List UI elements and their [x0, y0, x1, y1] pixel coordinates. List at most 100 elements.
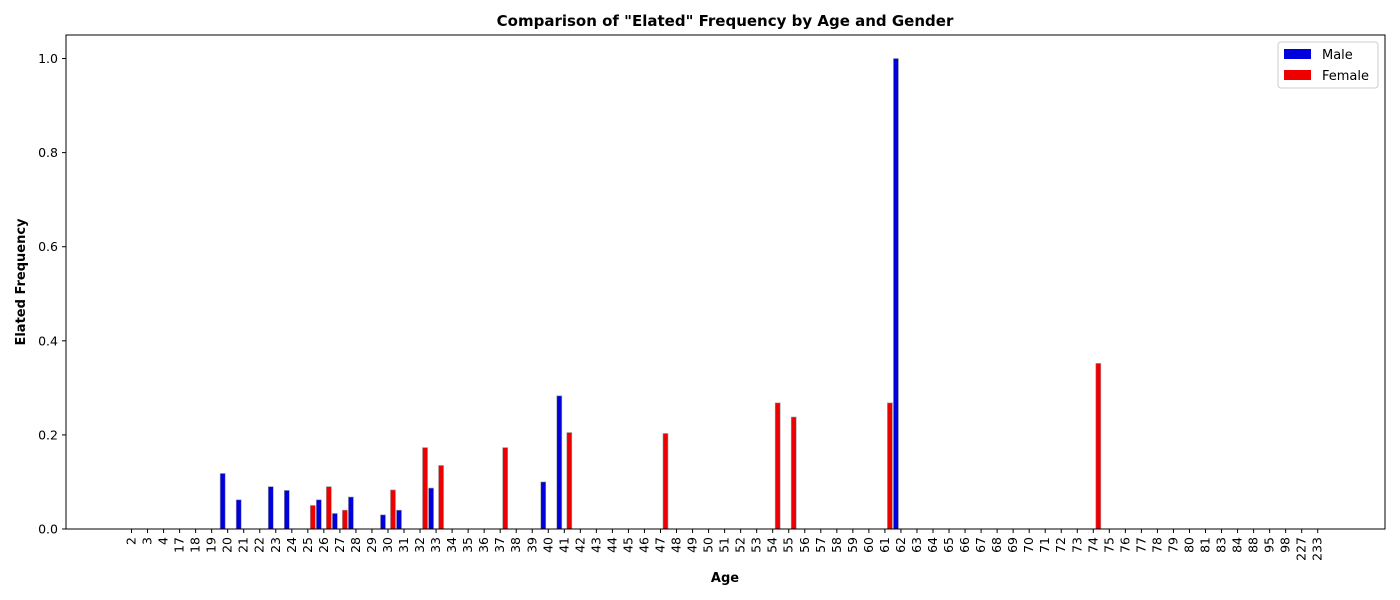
x-tick-label: 44: [604, 537, 619, 553]
x-tick-label: 4: [156, 537, 171, 545]
bar-female-55: [790, 416, 797, 530]
x-tick-label: 33: [428, 537, 443, 553]
x-tick-label: 55: [781, 537, 796, 553]
x-tick-label: 42: [572, 537, 587, 553]
x-tick-label: 227: [1294, 537, 1309, 561]
x-tick-label: 62: [893, 537, 908, 553]
y-tick-label: 0.2: [38, 427, 58, 442]
x-tick-label: 28: [348, 537, 363, 553]
bar-female-25: [310, 505, 316, 530]
x-tick-label: 39: [524, 537, 539, 553]
x-tick-label: 23: [268, 537, 283, 553]
bar-male-30: [380, 514, 386, 530]
legend: Male Female: [1277, 41, 1379, 89]
x-tick-label: 79: [1165, 537, 1180, 553]
x-tick-label: 46: [636, 537, 651, 553]
legend-swatch-male: [1284, 49, 1311, 59]
x-tick-label: 64: [925, 537, 940, 553]
x-tick-label: 27: [332, 537, 347, 553]
x-tick-label: 56: [797, 537, 812, 553]
x-tick-label: 53: [749, 537, 764, 553]
bar-female-41: [566, 432, 573, 530]
x-tick-label: 72: [1053, 537, 1068, 553]
bar-male-26: [316, 499, 322, 530]
x-tick-label: 81: [1198, 537, 1213, 553]
x-tick-label: 68: [989, 537, 1004, 553]
bar-female-27: [342, 509, 348, 530]
x-tick-label: 26: [316, 537, 331, 553]
bar-female-37: [502, 447, 508, 530]
x-tick-label: 84: [1230, 537, 1245, 553]
x-tick-label: 38: [508, 537, 523, 553]
x-tick-label: 74: [1085, 537, 1100, 553]
x-tick-label: 83: [1214, 537, 1229, 553]
x-tick-label: 43: [588, 537, 603, 553]
x-tick-label: 52: [733, 537, 748, 553]
legend-label-male: Male: [1322, 48, 1353, 63]
x-tick-label: 24: [284, 537, 299, 553]
x-tick-label: 40: [540, 537, 555, 553]
x-tick-label: 71: [1037, 537, 1052, 553]
x-tick-label: 54: [765, 537, 780, 553]
legend-label-female: Female: [1322, 69, 1369, 84]
y-tick-label: 0.6: [38, 239, 58, 254]
bar-male-21: [235, 499, 242, 530]
plot-frame: [65, 34, 1386, 530]
x-tick-label: 45: [620, 537, 635, 553]
bar-male-40: [540, 481, 547, 530]
x-tick-label: 233: [1310, 537, 1325, 561]
x-tick-label: 19: [204, 537, 219, 553]
x-tick-label: 70: [1021, 537, 1036, 553]
x-tick-label: 49: [685, 537, 700, 553]
bar-male-41: [556, 395, 563, 530]
x-tick-label: 60: [861, 537, 876, 553]
x-tick-label: 57: [813, 537, 828, 553]
x-tick-label: 50: [701, 537, 716, 553]
x-tick-label: 73: [1069, 537, 1084, 553]
x-tick-label: 21: [236, 537, 251, 553]
x-tick-label: 59: [845, 537, 860, 553]
x-tick-label: 78: [1149, 537, 1164, 553]
x-tick-label: 22: [252, 537, 267, 553]
x-tick-label: 2: [124, 537, 139, 545]
x-tick-label: 58: [829, 537, 844, 553]
x-tick-label: 69: [1005, 537, 1020, 553]
y-ticks: 0.0 0.2 0.4 0.6 0.8 1.0: [38, 51, 66, 537]
y-tick-label: 1.0: [38, 51, 58, 66]
x-tick-label: 66: [957, 537, 972, 553]
x-tick-label: 17: [172, 537, 187, 553]
bar-male-62: [893, 58, 899, 530]
x-axis-label: Age: [711, 571, 739, 586]
x-tick-label: 30: [380, 537, 395, 553]
bar-male-31: [396, 509, 402, 530]
bar-female-47: [662, 433, 669, 530]
bar-female-54: [774, 402, 781, 530]
x-tick-label: 47: [652, 537, 667, 553]
x-tick-label: 88: [1246, 537, 1261, 553]
bar-male-27: [332, 513, 338, 530]
bar-female-74: [1095, 363, 1102, 530]
x-tick-label: 41: [556, 537, 571, 553]
y-tick-label: 0.4: [38, 333, 58, 348]
y-tick-label: 0.8: [38, 145, 58, 160]
bar-female-26: [326, 486, 332, 530]
x-tick-label: 20: [220, 537, 235, 553]
x-tick-label: 48: [669, 537, 684, 553]
x-tick-label: 35: [460, 537, 475, 553]
bar-female-33: [438, 465, 444, 530]
x-tick-label: 37: [492, 537, 507, 553]
y-axis-label: Elated Frequency: [14, 218, 29, 346]
bar-male-33: [428, 487, 434, 530]
x-tick-label: 29: [364, 537, 379, 553]
x-tick-label: 76: [1117, 537, 1132, 553]
x-tick-label: 25: [300, 537, 315, 553]
x-tick-label: 32: [412, 537, 427, 553]
bar-male-20: [219, 473, 226, 530]
x-tick-label: 34: [444, 537, 459, 553]
x-tick-label: 63: [909, 537, 924, 553]
y-tick-label: 0.0: [38, 522, 58, 537]
x-tick-label: 67: [973, 537, 988, 553]
x-ticks: 2 3 4 17 18 19 20 21 22 23 24 25 26 27 28 29 30 31 32 33 34 3…: [124, 529, 1325, 561]
x-tick-label: 95: [1262, 537, 1277, 553]
